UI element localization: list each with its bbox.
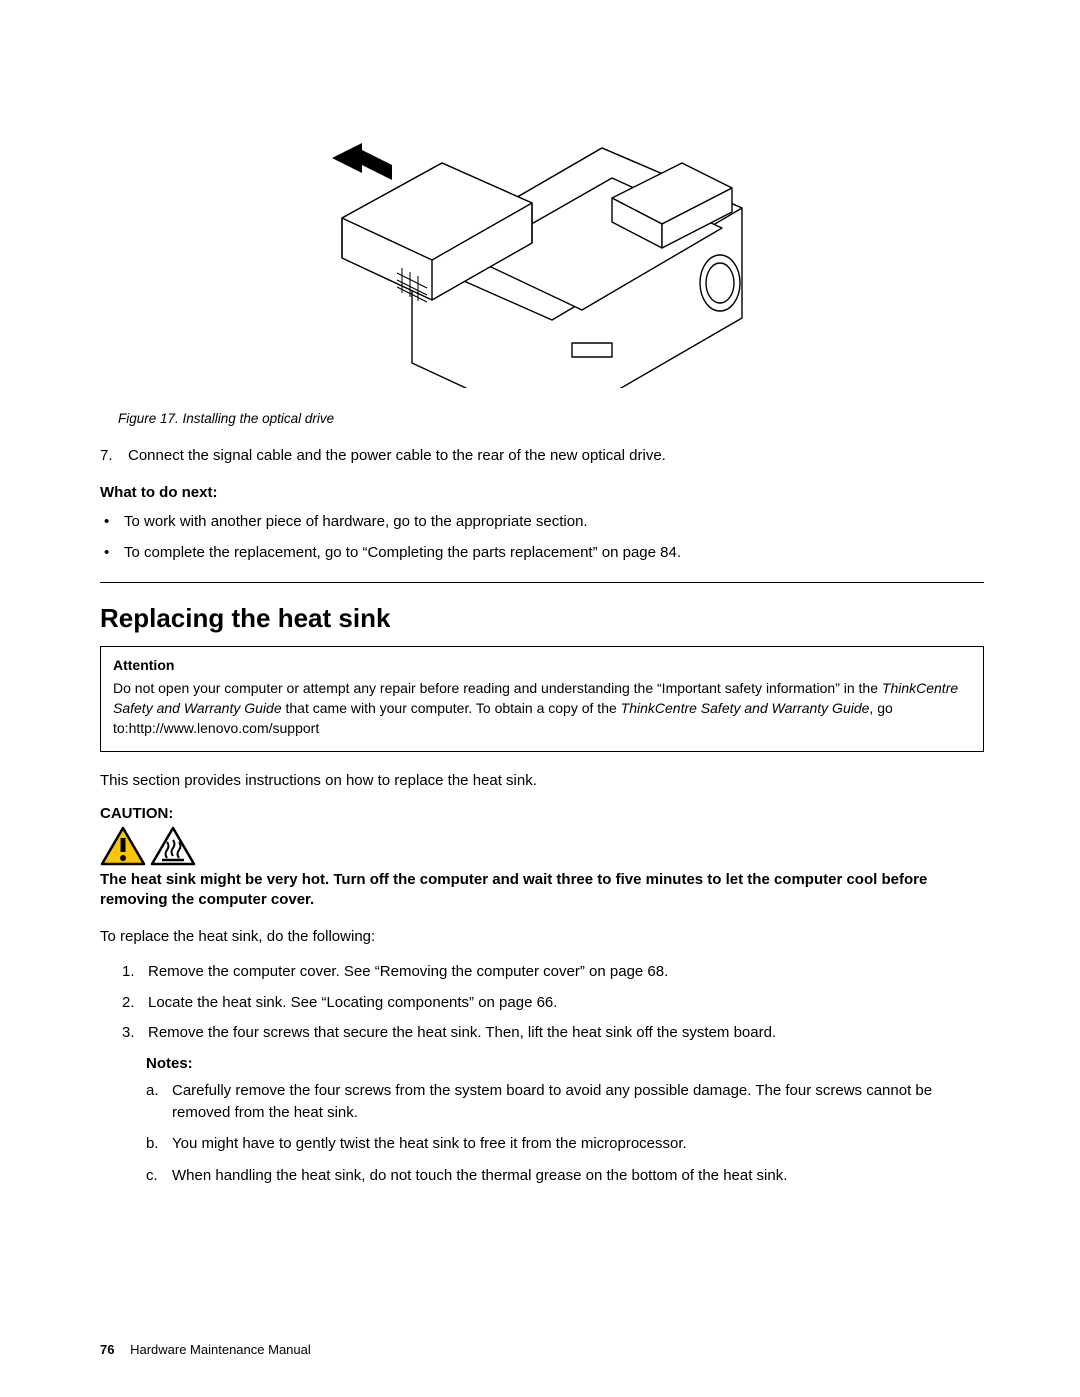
step-text: Remove the computer cover. See “Removing… [148, 961, 668, 984]
note-text: You might have to gently twist the heat … [172, 1133, 687, 1155]
optical-drive-illustration [322, 88, 762, 388]
note-text: When handling the heat sink, do not touc… [172, 1165, 787, 1187]
step-1: 1. Remove the computer cover. See “Remov… [100, 961, 984, 984]
list-item: • To work with another piece of hardware… [100, 511, 984, 534]
step-text: Remove the four screws that secure the h… [148, 1022, 776, 1045]
bullet-icon: • [100, 511, 124, 534]
list-item: • To complete the replacement, go to “Co… [100, 542, 984, 565]
hot-surface-triangle-icon [150, 826, 196, 866]
list-text: To complete the replacement, go to “Comp… [124, 542, 681, 565]
caution-icons-row [100, 826, 984, 866]
replace-steps: 1. Remove the computer cover. See “Remov… [100, 961, 984, 1045]
caution-label: CAUTION: [100, 805, 984, 822]
step-text: Locate the heat sink. See “Locating comp… [148, 992, 557, 1015]
attention-title: Attention [113, 657, 971, 673]
insert-arrow-icon [332, 143, 392, 180]
step-number: 7. [100, 446, 128, 466]
footer-title: Hardware Maintenance Manual [130, 1342, 311, 1357]
note-letter: c. [146, 1165, 172, 1187]
caution-text: The heat sink might be very hot. Turn of… [100, 870, 984, 911]
step-list-continuation: 7. Connect the signal cable and the powe… [100, 446, 984, 466]
step-7: 7. Connect the signal cable and the powe… [100, 446, 984, 466]
what-next-list: • To work with another piece of hardware… [100, 511, 984, 564]
bullet-icon: • [100, 542, 124, 565]
replace-intro: To replace the heat sink, do the followi… [100, 926, 984, 947]
attention-body: Do not open your computer or attempt any… [113, 679, 971, 739]
step-number: 2. [122, 992, 148, 1015]
section-divider [100, 582, 984, 583]
what-to-do-next-heading: What to do next: [100, 484, 984, 501]
note-text: Carefully remove the four screws from th… [172, 1080, 984, 1124]
step-number: 3. [122, 1022, 148, 1045]
note-letter: b. [146, 1133, 172, 1155]
list-text: To work with another piece of hardware, … [124, 511, 588, 534]
notes-heading: Notes: [146, 1055, 984, 1072]
page-number: 76 [100, 1342, 114, 1357]
warning-triangle-icon [100, 826, 146, 866]
figure-caption: Figure 17. Installing the optical drive [118, 411, 984, 426]
note-letter: a. [146, 1080, 172, 1124]
figure-optical-drive [100, 88, 984, 393]
page-footer: 76 Hardware Maintenance Manual [100, 1342, 311, 1357]
note-a: a. Carefully remove the four screws from… [146, 1080, 984, 1124]
step-3: 3. Remove the four screws that secure th… [100, 1022, 984, 1045]
notes-list: a. Carefully remove the four screws from… [146, 1080, 984, 1187]
step-number: 1. [122, 961, 148, 984]
note-b: b. You might have to gently twist the he… [146, 1133, 984, 1155]
section-intro: This section provides instructions on ho… [100, 770, 984, 791]
note-c: c. When handling the heat sink, do not t… [146, 1165, 984, 1187]
step-2: 2. Locate the heat sink. See “Locating c… [100, 992, 984, 1015]
step-text: Connect the signal cable and the power c… [128, 446, 666, 466]
attention-box: Attention Do not open your computer or a… [100, 646, 984, 752]
section-heading: Replacing the heat sink [100, 603, 984, 634]
